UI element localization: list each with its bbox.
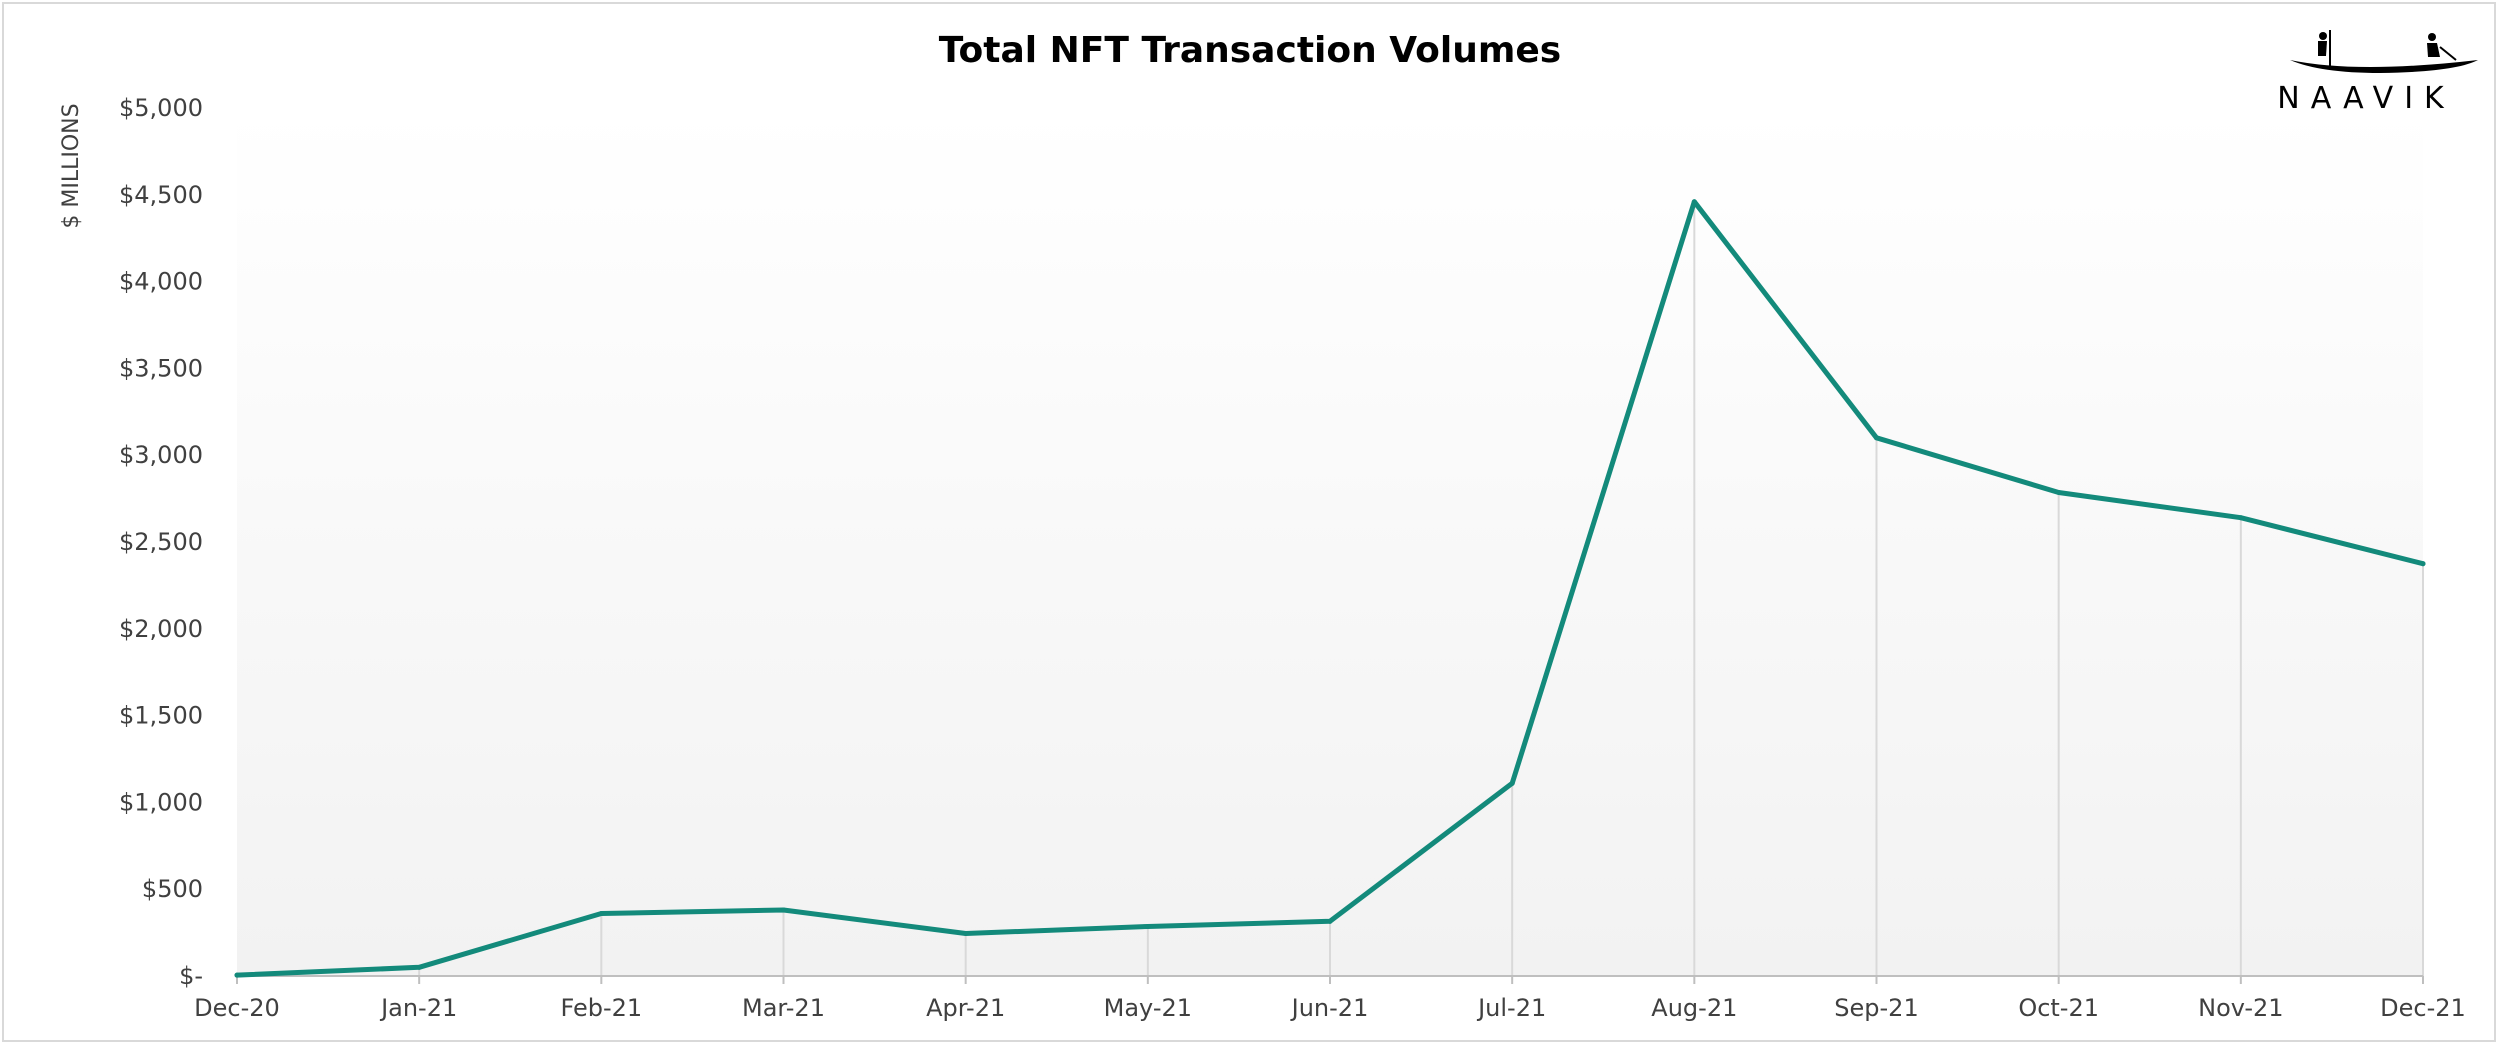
y-tick-label: $500 bbox=[142, 875, 203, 903]
x-tick-label: Mar-21 bbox=[742, 994, 825, 1022]
y-tick-label: $5,000 bbox=[119, 94, 203, 122]
data-point bbox=[2056, 490, 2062, 496]
series-group bbox=[234, 199, 2426, 978]
drop-lines bbox=[418, 201, 2424, 976]
brand-name: NAAVIK bbox=[2277, 81, 2454, 116]
y-tick-label: $3,000 bbox=[119, 441, 203, 469]
y-tick-label: $2,500 bbox=[119, 528, 203, 556]
x-tick-label: Dec-21 bbox=[2380, 994, 2466, 1022]
data-point bbox=[1509, 780, 1515, 786]
data-point bbox=[963, 930, 969, 936]
y-tick-label: $- bbox=[179, 962, 203, 990]
x-tick-label: May-21 bbox=[1104, 994, 1192, 1022]
x-tick-label: Jul-21 bbox=[1476, 994, 1546, 1022]
x-tick-label: Jan-21 bbox=[379, 994, 457, 1022]
y-tick-label: $2,000 bbox=[119, 615, 203, 643]
y-axis-label: $ MILLIONS bbox=[59, 103, 84, 228]
y-tick-label: $1,500 bbox=[119, 702, 203, 730]
y-tick-label: $1,000 bbox=[119, 788, 203, 816]
brand-logo: NAAVIK bbox=[2277, 30, 2478, 116]
data-point bbox=[781, 907, 786, 913]
x-tick-label: Jun-21 bbox=[1290, 994, 1369, 1022]
data-point bbox=[1691, 199, 1697, 205]
y-tick-label: $4,000 bbox=[119, 268, 203, 296]
x-tick-label: Sep-21 bbox=[1834, 994, 1918, 1022]
plot-area bbox=[237, 108, 2423, 976]
x-tick-label: Apr-21 bbox=[926, 994, 1005, 1022]
x-tick-label: Oct-21 bbox=[2018, 994, 2099, 1022]
data-point bbox=[598, 911, 604, 917]
x-tick-label: Feb-21 bbox=[560, 994, 642, 1022]
y-axis-ticks: $- $500 $1,000 $1,500 $2,000 $2,500 $3,000 $3,5… bbox=[119, 94, 203, 990]
data-point bbox=[416, 964, 422, 970]
boat-rowers-icon bbox=[2290, 30, 2478, 73]
data-point bbox=[2238, 515, 2244, 521]
data-point bbox=[1874, 435, 1879, 441]
data-point bbox=[234, 972, 240, 978]
data-point bbox=[1145, 924, 1151, 930]
y-tick-label: $3,500 bbox=[119, 354, 203, 382]
x-tick-label: Aug-21 bbox=[1651, 994, 1737, 1022]
data-point bbox=[1327, 918, 1333, 924]
x-axis-ticks: Dec-20 Jan-21 Feb-21 Mar-21 Apr-21 May-21 Jun-… bbox=[194, 976, 2466, 1022]
data-point bbox=[2420, 561, 2426, 567]
y-tick-label: $4,500 bbox=[119, 181, 203, 209]
x-tick-label: Dec-20 bbox=[194, 994, 280, 1022]
x-tick-label: Nov-21 bbox=[2198, 994, 2283, 1022]
chart-title: Total NFT Transaction Volumes bbox=[939, 30, 1561, 71]
